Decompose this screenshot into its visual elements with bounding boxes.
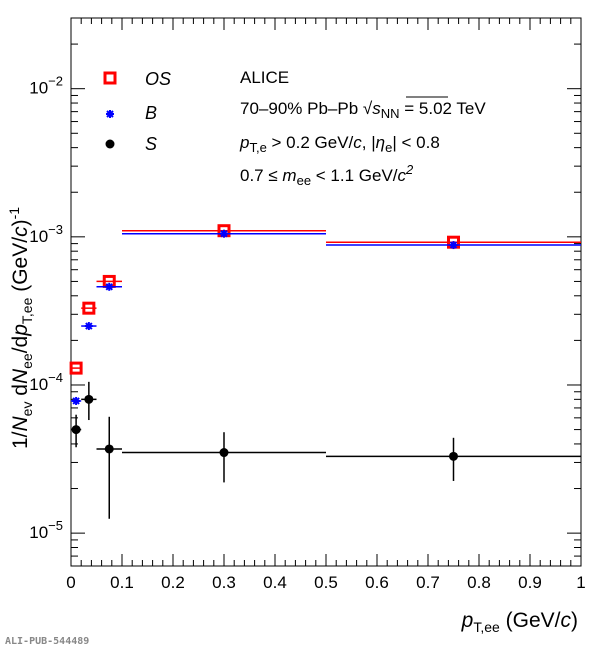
s-marker: [84, 394, 94, 404]
publication-id: ALI-PUB-544489: [5, 636, 90, 647]
s-point: [81, 381, 97, 421]
legend-marker-s: [105, 139, 115, 149]
legend-marker-os: [103, 71, 117, 85]
os-point: [81, 301, 97, 315]
s-point: [122, 432, 326, 483]
data-points: [69, 224, 581, 519]
s-marker: [219, 448, 229, 458]
s-point: [71, 414, 82, 448]
s-point: [96, 416, 122, 519]
x-tick-label: 0.2: [161, 573, 185, 592]
b-marker: [449, 241, 458, 250]
b-point: [96, 282, 122, 291]
y-tick-label: 10−2: [29, 74, 63, 98]
legend-entry-os: OS: [103, 69, 171, 89]
b-point: [326, 241, 581, 250]
os-point: [69, 361, 83, 375]
mass-range-label: 0.7 ≤ mee < 1.1 GeV/c2: [240, 162, 414, 188]
x-tick-label: 0.7: [416, 573, 440, 592]
legend-entry-s: S: [105, 134, 157, 154]
x-tick-label: 0.5: [314, 573, 338, 592]
os-marker: [82, 301, 96, 315]
b-marker: [84, 322, 93, 331]
x-tick-label: 0.9: [518, 573, 542, 592]
b-point: [122, 229, 326, 238]
b-marker: [72, 396, 81, 405]
os-marker: [69, 361, 83, 375]
s-marker: [449, 451, 458, 461]
experiment-label: ALICE: [240, 68, 289, 87]
legend-marker-b: [106, 110, 114, 118]
legend: OS B S: [103, 69, 171, 154]
y-tick-label: 10−4: [29, 370, 63, 394]
x-tick-label: 0.8: [467, 573, 491, 592]
series-b: [71, 229, 581, 405]
x-tick-label: 0: [66, 573, 75, 592]
x-tick-label: 0.4: [263, 573, 287, 592]
legend-entry-b: B: [106, 103, 157, 123]
b-marker: [220, 229, 228, 238]
s-marker: [71, 425, 81, 435]
b-point: [81, 322, 97, 331]
x-tick-label: 1: [576, 573, 585, 592]
b-marker: [105, 282, 114, 291]
x-tick-label: 0.6: [365, 573, 389, 592]
x-tick-label: 0.1: [110, 573, 134, 592]
s-marker: [104, 444, 114, 454]
y-tick-label: 10−5: [29, 518, 63, 542]
svg-text:70–90% Pb–Pb √sNN = 5.02 TeV: 70–90% Pb–Pb √sNN = 5.02 TeV: [240, 99, 486, 121]
series-s: [71, 381, 581, 519]
x-axis-title: pT,ee (GeV/c): [461, 609, 578, 635]
series-os: [69, 224, 581, 375]
s-point: [326, 437, 581, 481]
legend-label-os: OS: [145, 69, 171, 89]
legend-label-b: B: [145, 103, 157, 123]
y-axis-title: 1/Nev dNee/dpT,ee (GeV/c)-1: [6, 207, 35, 449]
collision-system-label: 70–90% Pb–Pb √sNN = 5.02 TeV: [240, 96, 486, 121]
y-tick-label: 10−3: [29, 222, 63, 246]
b-point: [71, 396, 82, 405]
legend-label-s: S: [145, 134, 157, 154]
kinematic-cuts-label: pT,e > 0.2 GeV/c, |ηe| < 0.8: [239, 133, 440, 155]
x-tick-label: 0.3: [212, 573, 236, 592]
